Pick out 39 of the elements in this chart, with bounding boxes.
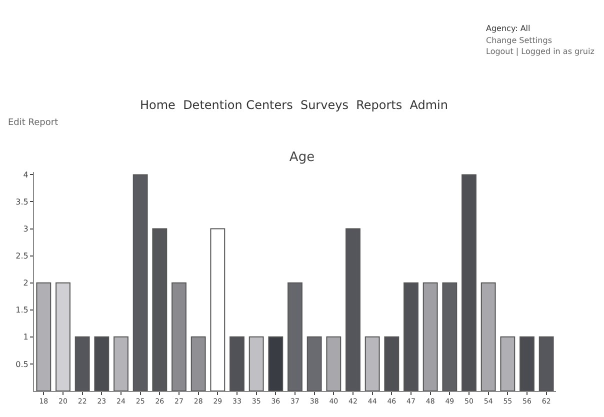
y-tick-label: 1 (23, 332, 28, 342)
y-tick-label: 2.5 (16, 252, 28, 261)
text: Logout | Logged in as gruiz (486, 47, 594, 56)
bar (422, 282, 438, 391)
y-tick-label: 0.5 (16, 360, 28, 369)
bar (230, 336, 244, 391)
bar (210, 228, 226, 391)
bar (404, 282, 418, 391)
bar (132, 174, 148, 391)
bar (306, 336, 322, 391)
bar (152, 228, 168, 391)
text: Agency: All (486, 24, 530, 33)
bar (326, 336, 342, 391)
chart-title: Age (289, 150, 315, 166)
bar (268, 336, 284, 391)
bar (462, 174, 476, 391)
bar (500, 336, 516, 391)
y-tick-label: 3 (23, 224, 28, 234)
bar (74, 336, 90, 391)
y-tick-label: 4 (23, 170, 28, 180)
bar (346, 228, 360, 391)
bar (384, 336, 400, 391)
y-tick-label: 1.5 (16, 306, 28, 315)
bar (94, 336, 110, 391)
bar (36, 282, 52, 391)
bar (442, 282, 458, 391)
bar (520, 336, 534, 391)
bar (538, 336, 554, 391)
bar (56, 282, 70, 391)
bar (364, 336, 380, 391)
bar (480, 282, 496, 391)
bar (248, 336, 264, 391)
bar (114, 336, 128, 391)
text: Home Detention Centers Surveys Reports Admin (140, 98, 448, 112)
text: Edit Report (8, 118, 59, 128)
y-tick-label: 2 (23, 278, 28, 288)
text: Change Settings (486, 36, 552, 45)
y-tick-label: 3.5 (16, 198, 28, 207)
bar (288, 282, 302, 391)
